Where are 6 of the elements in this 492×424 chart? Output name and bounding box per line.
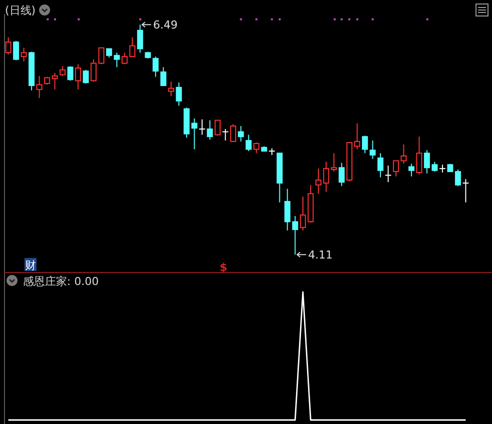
data-label: 6.49 bbox=[153, 18, 178, 32]
data-label: 4.11 bbox=[308, 248, 333, 262]
text: $ bbox=[220, 261, 228, 274]
chart-title: 感恩庄家: 0.00 bbox=[23, 275, 99, 288]
chart-title: (日线) bbox=[5, 4, 36, 17]
badge: 财 bbox=[24, 258, 36, 272]
